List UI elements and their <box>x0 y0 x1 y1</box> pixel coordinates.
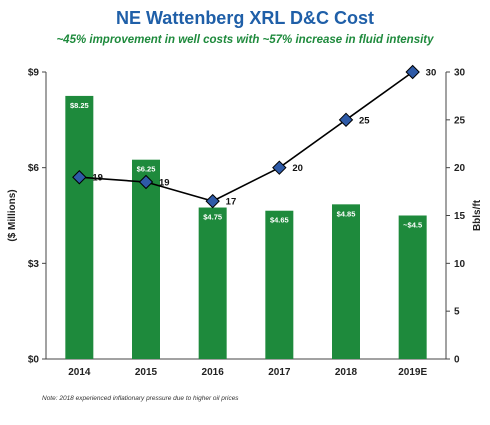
intensity-marker <box>138 174 154 190</box>
intensity-value-label: 20 <box>292 163 303 174</box>
footnote: Note: 2018 experienced inflationary pres… <box>42 395 239 402</box>
bar-value-label: $8.25 <box>70 101 89 110</box>
x-tick-label: 2014 <box>68 367 91 378</box>
bar-value-label: $4.65 <box>270 216 289 225</box>
x-tick-label: 2016 <box>202 367 225 378</box>
intensity-marker <box>72 170 87 185</box>
bar <box>398 215 427 359</box>
y-tick-label-right: 20 <box>454 163 466 174</box>
chart-subtitle: ~45% improvement in well costs with ~57%… <box>56 34 434 46</box>
y-axis-title-right: Bbls/ft <box>472 199 483 231</box>
intensity-value-label: 19 <box>92 173 103 184</box>
y-tick-label-right: 0 <box>454 355 460 366</box>
intensity-marker <box>205 193 220 209</box>
y-tick-label-left: $0 <box>28 355 40 366</box>
y-tick-label-left: $3 <box>28 259 40 270</box>
chart-title: NE Wattenberg XRL D&C Cost <box>115 8 374 28</box>
y-tick-label-left: $6 <box>28 163 40 174</box>
y-tick-label-right: 10 <box>454 259 466 270</box>
bar-value-label: $4.85 <box>337 209 356 218</box>
intensity-value-label: 19 <box>159 178 170 189</box>
x-tick-label: 2017 <box>268 367 291 378</box>
intensity-line <box>79 71 414 203</box>
bar <box>265 210 294 359</box>
y-tick-label-right: 15 <box>454 211 466 222</box>
bar-value-label: $4.75 <box>203 213 222 222</box>
y-tick-label-right: 30 <box>454 68 466 79</box>
y-tick-label-right: 5 <box>454 307 460 318</box>
bar <box>332 204 360 359</box>
bar <box>132 159 160 359</box>
intensity-marker <box>272 160 287 175</box>
x-tick-label: 2019E <box>398 367 427 378</box>
x-tick-label: 2018 <box>335 367 358 378</box>
bar-value-label: $6.25 <box>137 165 156 174</box>
intensity-marker <box>405 64 420 80</box>
y-axis-title-left: ($ Millions) <box>7 189 18 241</box>
y-tick-label-left: $9 <box>28 68 40 79</box>
bar-value-label: ~$4.5 <box>403 221 422 230</box>
bar <box>65 95 94 360</box>
intensity-value-label: 25 <box>359 115 370 126</box>
intensity-value-label: 30 <box>426 68 437 79</box>
y-tick-label-right: 25 <box>454 115 466 126</box>
bar <box>198 207 227 359</box>
intensity-marker <box>338 112 354 128</box>
intensity-value-label: 17 <box>226 197 237 208</box>
x-tick-label: 2015 <box>135 367 158 378</box>
